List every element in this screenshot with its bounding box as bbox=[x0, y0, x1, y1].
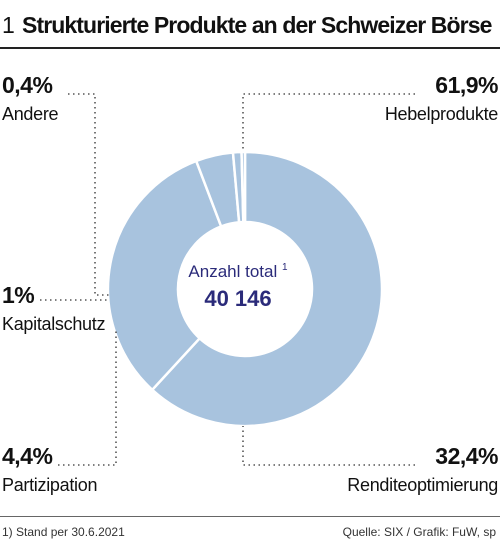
leader-hebelprodukte bbox=[242, 93, 415, 152]
footnote: 1) Stand per 30.6.2021 bbox=[2, 525, 125, 539]
center-label-note: 1 bbox=[282, 262, 288, 273]
chart-title: Strukturierte Produkte an der Schweizer … bbox=[22, 12, 492, 38]
label-hebelprodukte: Hebelprodukte bbox=[384, 104, 498, 124]
pct-andere: 0,4% bbox=[2, 72, 53, 98]
label-renditeoptimierung: Renditeoptimierung bbox=[347, 475, 498, 495]
center-value: 40 146 bbox=[204, 286, 272, 311]
label-kapitalschutz: Kapitalschutz bbox=[2, 314, 106, 334]
leader-renditeoptimierung bbox=[242, 426, 415, 466]
label-andere: Andere bbox=[2, 104, 59, 124]
leader-andere bbox=[68, 93, 112, 296]
pct-renditeoptimierung: 32,4% bbox=[435, 443, 498, 469]
pct-kapitalschutz: 1% bbox=[2, 282, 35, 308]
leader-partizipation bbox=[58, 328, 117, 466]
figure-number: 1 bbox=[2, 12, 15, 38]
figure-header: 1 Strukturierte Produkte an der Schweize… bbox=[2, 4, 498, 44]
slice-hebelprodukte bbox=[150, 150, 384, 428]
source-credit: Quelle: SIX / Grafik: FuW, sp bbox=[342, 525, 496, 539]
slice-renditeoptimierung bbox=[106, 159, 223, 392]
slice-andere bbox=[240, 150, 247, 224]
pct-partizipation: 4,4% bbox=[2, 443, 53, 469]
header-rule bbox=[0, 47, 500, 49]
center-label-text: Anzahl total bbox=[188, 262, 278, 281]
center-label: Anzahl total 1 bbox=[168, 262, 308, 282]
pct-hebelprodukte: 61,9% bbox=[435, 72, 498, 98]
footer-rule bbox=[0, 516, 500, 517]
label-partizipation: Partizipation bbox=[2, 475, 98, 495]
